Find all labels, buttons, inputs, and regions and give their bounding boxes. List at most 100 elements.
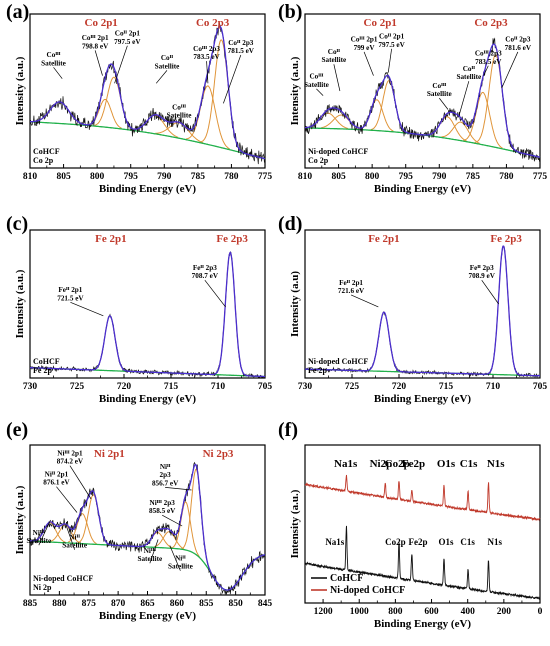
peak-annotation: Satellite: [456, 73, 481, 81]
peak-annotation: Satellite: [41, 59, 66, 67]
peak-label: Na1s: [325, 537, 344, 547]
plot-frame: [29, 13, 266, 169]
peak-annotation: 2p3: [160, 471, 172, 479]
peak-annotation: Satellite: [168, 563, 193, 571]
peak-annotation: Coᴵᴵᴵ: [432, 82, 446, 90]
panel-label: (b): [278, 1, 302, 23]
panel-d: (d) 730 725 720 715 710 705 Binding Energy (eV)…: [278, 213, 547, 405]
annotation-pointer: [114, 45, 128, 84]
x-tick-label: 880: [52, 599, 67, 609]
x-tick-label: 795: [124, 172, 139, 182]
peak-annotation: 708.7 eV: [192, 272, 219, 280]
x-axis-label: Binding Energy (eV): [374, 183, 472, 195]
region-header: Fe 2p3: [216, 233, 248, 245]
annotation-pointer: [70, 302, 104, 317]
panel-f: (f) 1200 1000 800 600 400 200 0 Binding Energy (…: [278, 419, 543, 630]
x-tick-label: 780: [499, 172, 514, 182]
peak-annotation: 874.2 eV: [57, 458, 84, 466]
peak-annotation: 856.7 eV: [152, 479, 179, 487]
annotation-pointer: [69, 465, 92, 500]
peak-annotation: Coᴵᴵ 2p1: [115, 30, 141, 38]
fit-envelope-line: [305, 245, 540, 377]
peak-annotation: Feᴵᴵ 2p3: [470, 264, 494, 272]
peak-label: N1s: [488, 537, 503, 547]
peak-annotation: 797.5 eV: [114, 38, 141, 46]
x-axis-label: Binding Energy (eV): [99, 610, 197, 622]
peak-annotation: Satellite: [62, 542, 87, 550]
region-header: Fe 2p1: [95, 233, 126, 245]
panel-e: (e) 885 880 875 870 865 860 855 850 845 Binding En…: [6, 419, 272, 622]
peak-annotation: 876.1 eV: [43, 479, 70, 487]
sample-label: CoHCF: [33, 147, 60, 156]
x-tick-label: 400: [461, 607, 476, 617]
peak-annotation: Coᴵᴵᴵ: [309, 73, 323, 81]
sample-label: Ni 2p: [33, 583, 52, 592]
peak-annotation: 858.5 eV: [149, 507, 176, 515]
peak-annotation: 783.5 eV: [193, 53, 220, 61]
annotation-pointer: [155, 70, 168, 84]
y-axis-label: Intensity (a.u.): [14, 56, 26, 125]
x-tick-label: 785: [466, 172, 481, 182]
x-tick-label: 775: [533, 172, 548, 182]
peak-annotation: 721.6 eV: [338, 287, 365, 295]
y-axis-label: Intensity (a.u.): [14, 269, 26, 338]
peak-annotation: Coᴵᴵᴵ 2p3: [193, 45, 220, 53]
peak-annotation: 799 eV: [354, 44, 376, 52]
peak-annotation: Niᴵᴵ: [69, 534, 80, 542]
fit-component: [67, 513, 97, 545]
x-tick-label: 1200: [314, 607, 333, 617]
x-tick-label: 885: [23, 599, 38, 609]
peak-annotation: Satellite: [167, 112, 192, 120]
peak-annotation: Niᴵᴵᴵ: [144, 547, 157, 555]
x-tick-label: 715: [439, 382, 454, 392]
fit-component: [370, 80, 408, 133]
peak-annotation: Niᴵᴵ: [175, 555, 186, 563]
sample-label: CoHCF: [33, 357, 60, 366]
x-tick-label: 720: [392, 382, 407, 392]
peak-label: C1s: [460, 458, 478, 470]
x-tick-label: 730: [23, 382, 38, 392]
survey-spectrum-line: [304, 474, 541, 522]
fit-envelope-line: [30, 463, 266, 591]
peak-annotation: Niᴵᴵᴵ 2p1: [57, 450, 83, 458]
x-tick-label: 785: [191, 172, 206, 182]
region-header: Fe 2p1: [368, 233, 399, 245]
x-tick-label: 600: [424, 607, 439, 617]
peak-annotation: Feᴵᴵ 2p1: [58, 286, 82, 294]
annotation-pointer: [206, 61, 209, 84]
x-tick-label: 870: [111, 599, 126, 609]
survey-spectrum-line: [304, 525, 541, 601]
region-header: Co 2p1: [364, 17, 397, 29]
panel-label: (c): [6, 213, 28, 235]
peak-annotation: Feᴵᴵ 2p1: [339, 279, 363, 287]
annotation-pointer: [38, 519, 51, 546]
peak-annotation: Satellite: [321, 56, 346, 64]
sample-label: Ni-doped CoHCF: [33, 574, 93, 583]
x-tick-label: 875: [82, 599, 97, 609]
region-header: Co 2p1: [85, 17, 118, 29]
x-tick-label: 790: [157, 172, 172, 182]
y-axis-label: Intensity (a.u): [289, 271, 301, 337]
panel-label: (e): [6, 419, 28, 441]
peak-annotation: Satellite: [304, 81, 329, 89]
x-tick-label: 845: [258, 599, 273, 609]
panel-label: (a): [6, 1, 29, 23]
peak-label: C1s: [460, 537, 475, 547]
peak-annotation: Niᴵᴵ: [160, 463, 171, 471]
fit-component: [186, 85, 231, 150]
annotation-pointer: [53, 67, 63, 79]
peak-label: Na1s: [334, 458, 358, 470]
peak-label: Co2p: [385, 458, 410, 470]
panel-a: (a) 810 805 800 795 790 785 780 775 Binding Energ…: [6, 1, 272, 195]
peak-label: Fe2p: [402, 458, 425, 470]
peak-annotation: 783.5 eV: [475, 58, 502, 66]
x-tick-label: 725: [70, 382, 85, 392]
x-tick-label: 795: [399, 172, 414, 182]
annotation-pointer: [483, 65, 489, 76]
x-axis-label: Binding Energy (eV): [99, 183, 197, 195]
fit-envelope-line: [30, 25, 266, 160]
annotation-pointer: [165, 487, 192, 491]
peak-annotation: Satellite: [26, 537, 51, 545]
annotation-pointer: [481, 279, 499, 305]
